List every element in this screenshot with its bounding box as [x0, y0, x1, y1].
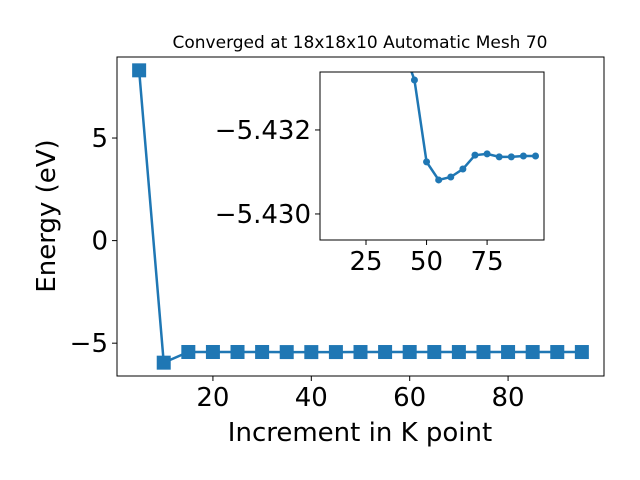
data-marker: [447, 173, 455, 181]
x-tick-label: 25: [349, 247, 382, 277]
data-marker: [483, 150, 491, 158]
axes-frame: [319, 71, 545, 241]
data-marker: [550, 345, 565, 360]
data-marker: [328, 345, 343, 360]
data-marker: [205, 344, 220, 359]
chart-title: Converged at 18x18x10 Automatic Mesh 70: [173, 33, 548, 53]
data-marker: [507, 153, 515, 161]
y-tick-label: 0: [91, 227, 108, 257]
data-marker: [519, 152, 527, 160]
y-tick-label: −5.430: [215, 200, 311, 230]
data-marker: [451, 345, 466, 360]
x-tick-label: 20: [196, 383, 229, 413]
data-marker: [304, 345, 319, 360]
x-axis-label: Increment in K point: [228, 418, 492, 448]
data-marker: [471, 151, 479, 159]
y-axis-label: Energy (eV): [32, 139, 62, 292]
x-tick-label: 75: [471, 247, 504, 277]
series-group: [410, 72, 540, 184]
data-marker: [427, 345, 442, 360]
data-marker: [279, 345, 294, 360]
data-marker: [525, 345, 540, 360]
y-tick-label: 5: [91, 124, 108, 154]
x-tick-label: 60: [393, 383, 426, 413]
data-marker: [156, 355, 171, 370]
data-marker: [423, 158, 431, 166]
data-marker: [435, 176, 443, 184]
data-marker: [132, 63, 147, 78]
data-marker: [459, 165, 467, 173]
data-marker: [495, 153, 503, 161]
data-marker: [574, 345, 589, 360]
data-marker: [532, 152, 540, 160]
x-tick-label: 50: [410, 247, 443, 277]
data-marker: [255, 344, 270, 359]
data-marker: [181, 344, 196, 359]
data-marker: [476, 345, 491, 360]
data-marker: [410, 76, 418, 84]
data-marker: [378, 345, 393, 360]
series-group: [132, 63, 589, 370]
x-tick-label: 40: [295, 383, 328, 413]
data-marker: [402, 345, 417, 360]
axes-frame: [116, 56, 605, 377]
data-marker: [353, 345, 368, 360]
data-marker: [501, 345, 516, 360]
y-tick-label: −5: [70, 329, 108, 359]
data-marker: [230, 344, 245, 359]
x-tick-label: 80: [492, 383, 525, 413]
y-tick-label: −5.432: [215, 116, 311, 146]
